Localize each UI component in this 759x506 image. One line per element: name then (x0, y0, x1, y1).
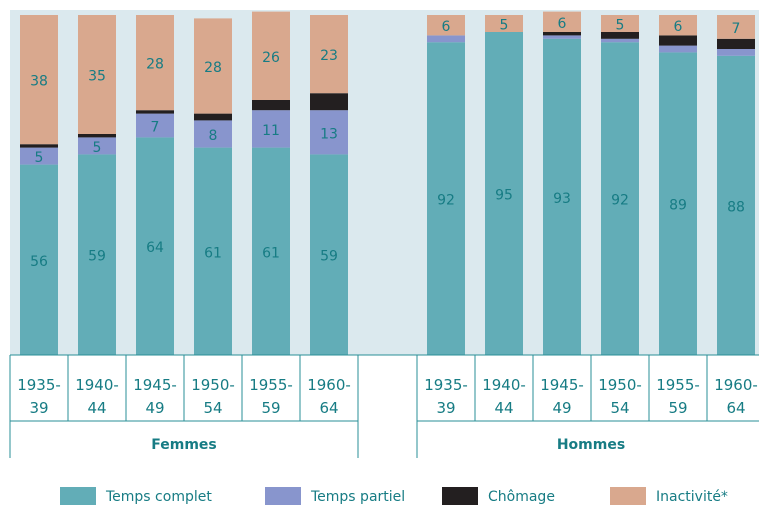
value-label: 5 (93, 140, 102, 156)
bar-segment (659, 35, 697, 46)
value-label: 61 (204, 245, 222, 261)
value-label: 38 (30, 74, 48, 90)
legend-label: Temps complet (105, 489, 212, 505)
bar-segment (543, 38, 581, 356)
bar-segment (427, 35, 465, 43)
legend-label: Inactivité* (656, 489, 728, 505)
value-label: 59 (88, 249, 106, 265)
bar-segment (136, 137, 174, 355)
group-label: Hommes (557, 437, 625, 453)
bar-segment (485, 15, 523, 32)
value-label: 93 (553, 191, 571, 207)
bar-segment (601, 38, 639, 43)
bar-segment (543, 32, 581, 36)
x-tick-label: 1960-64 (307, 376, 351, 417)
bar-segment (78, 134, 116, 138)
x-tick-label: 1945-49 (133, 376, 177, 417)
bar-segment (310, 154, 348, 355)
bar-segment (78, 15, 116, 134)
value-label: 28 (146, 57, 164, 73)
value-label: 56 (30, 254, 48, 270)
value-label: 11 (262, 123, 280, 139)
value-label: 5 (35, 150, 44, 166)
bar-segment (485, 32, 523, 355)
bar-segment (310, 93, 348, 111)
value-label: 7 (151, 120, 160, 136)
value-label: 64 (146, 240, 164, 256)
bar-segment (310, 15, 348, 94)
bar-segment (20, 15, 58, 145)
bar-segment (427, 42, 465, 355)
x-tick-label: 1945-49 (540, 376, 584, 417)
value-label: 92 (437, 193, 455, 209)
bar-segment (78, 137, 116, 155)
bar-segment (78, 154, 116, 355)
value-label: 8 (209, 128, 218, 144)
legend-swatch (60, 487, 96, 505)
value-label: 88 (727, 199, 745, 215)
bar-segment (717, 15, 755, 39)
x-tick-label: 1955-59 (656, 376, 700, 417)
x-tick-label: 1940-44 (482, 376, 526, 417)
bar-segment (659, 45, 697, 53)
bar-segment (659, 15, 697, 36)
value-label: 26 (262, 50, 280, 66)
bar-segment (136, 110, 174, 114)
x-tick-label: 1955-59 (249, 376, 293, 417)
group-label: Femmes (151, 437, 217, 453)
legend-label: Temps partiel (310, 489, 405, 505)
value-label: 6 (558, 16, 567, 32)
value-label: 59 (320, 249, 338, 265)
value-label: 92 (611, 193, 629, 209)
bar-segment (543, 35, 581, 39)
value-label: 13 (320, 126, 338, 142)
bar-segment (717, 38, 755, 49)
bar-segment (543, 11, 581, 32)
bar-segment (601, 15, 639, 32)
bar-segment (20, 164, 58, 355)
bar-segment (252, 147, 290, 355)
bar-segment (136, 113, 174, 138)
value-label: 61 (262, 245, 280, 261)
legend-swatch (265, 487, 301, 505)
bar-segment (252, 100, 290, 111)
bar-segment (20, 147, 58, 165)
bar-segment (717, 49, 755, 56)
value-label: 95 (495, 188, 513, 204)
bar-segment (136, 15, 174, 111)
value-label: 23 (320, 48, 338, 64)
value-label: 7 (732, 21, 741, 37)
bar-segment (601, 32, 639, 39)
x-tick-label: 1960-64 (714, 376, 758, 417)
bar-segment (194, 18, 232, 114)
plot-background (10, 10, 759, 355)
bar-segment (427, 15, 465, 36)
bar-segment (659, 52, 697, 356)
bar-segment (194, 147, 232, 355)
bar-segment (310, 110, 348, 155)
x-tick-label: 1935-39 (424, 376, 468, 417)
bar-segment (252, 11, 290, 101)
legend-swatch (610, 487, 646, 505)
bar-segment (20, 144, 58, 148)
bar-segment (194, 120, 232, 148)
x-tick-label: 1950-54 (598, 376, 642, 417)
bar-segment (601, 42, 639, 355)
value-label: 6 (442, 19, 451, 35)
bar-segment (717, 55, 755, 356)
legend-swatch (442, 487, 478, 505)
value-label: 35 (88, 69, 106, 85)
x-tick-label: 1935-39 (17, 376, 61, 417)
bar-segment (252, 110, 290, 148)
bar-segment (194, 113, 232, 121)
value-label: 5 (500, 18, 509, 34)
value-label: 89 (669, 198, 687, 214)
value-label: 6 (674, 19, 683, 35)
legend-label: Chômage (488, 489, 555, 505)
x-tick-label: 1940-44 (75, 376, 119, 417)
value-label: 28 (204, 60, 222, 76)
value-label: 5 (616, 18, 625, 34)
x-tick-label: 1950-54 (191, 376, 235, 417)
